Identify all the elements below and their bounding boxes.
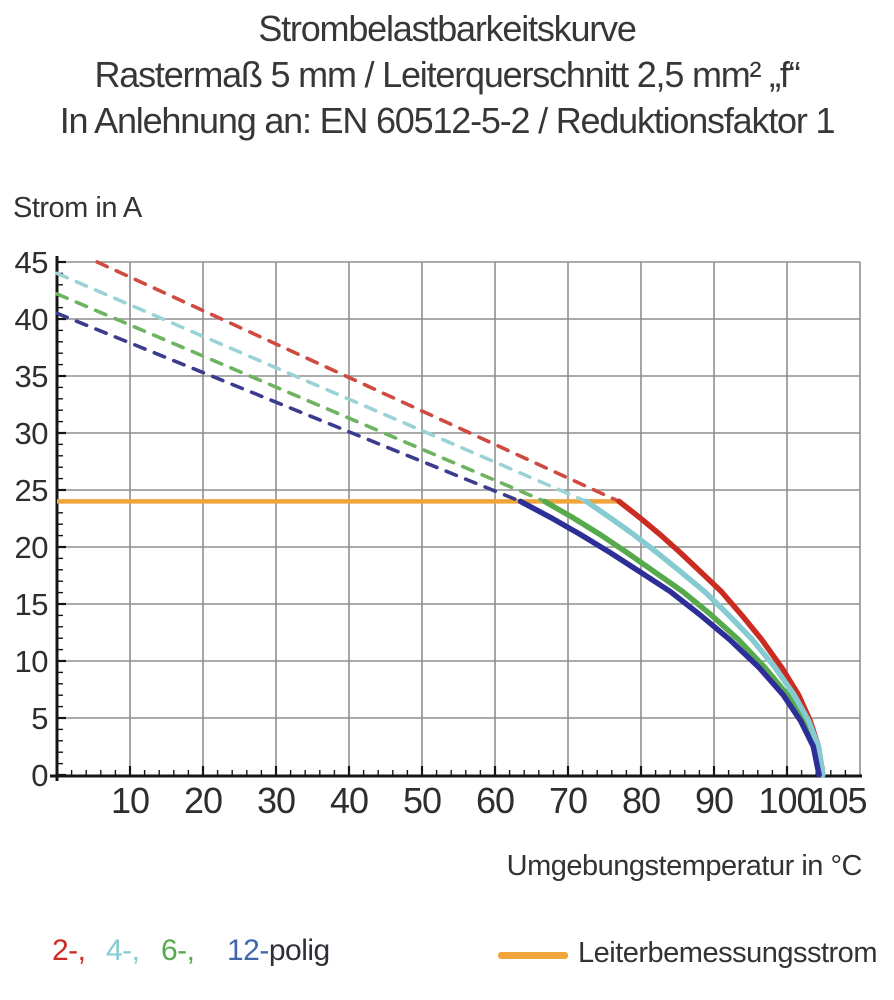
x-tick-label: 105 — [809, 780, 866, 821]
dashed-curve-12-polig — [55, 311, 523, 504]
y-tick-label: 25 — [15, 473, 48, 508]
legend-item-6polig: 6-, — [161, 934, 195, 967]
y-tick-label: 0 — [31, 758, 48, 793]
legend-pole-suffix: polig — [268, 934, 330, 967]
x-tick-label: 80 — [622, 780, 660, 821]
legend-item-12polig: 12-polig — [227, 934, 330, 968]
dashed-curve-6-polig — [55, 292, 547, 504]
legend-poles: 2-, 4-, 6-, 12-polig — [0, 934, 894, 980]
x-tick-label: 40 — [330, 780, 368, 821]
dashed-curve-4-polig — [55, 271, 589, 504]
chart-title-line3: In Anlehnung an: EN 60512-5-2 / Reduktio… — [59, 100, 836, 141]
chart-title-block: Strombelastbarkeitskurve Rastermaß 5 mm … — [0, 6, 894, 144]
solid-curve-12-polig — [517, 498, 822, 778]
x-axis-title: Umgebungstemperatur in °C — [506, 850, 863, 882]
x-tick-label: 100 — [758, 780, 815, 821]
dashed-curve-2-polig — [95, 260, 621, 504]
legend-item-2polig: 2-, — [52, 934, 86, 967]
chart-title-line2: Rastermaß 5 mm / Leiterquerschnitt 2,5 m… — [94, 54, 801, 95]
x-tick-label: 20 — [184, 780, 222, 821]
chart-title-line1: Strombelastbarkeitskurve — [258, 8, 637, 49]
reference-line-swatch — [498, 952, 568, 959]
x-tick-label: 60 — [476, 780, 514, 821]
y-tick-label: 15 — [15, 587, 48, 622]
solid-curve-2-polig — [616, 498, 826, 778]
y-tick-label: 20 — [15, 530, 49, 565]
x-tick-label: 10 — [111, 780, 149, 821]
x-tick-label: 50 — [403, 780, 441, 821]
x-tick-label: 70 — [549, 780, 587, 821]
x-tick-label: 30 — [257, 780, 295, 821]
y-tick-label: 5 — [31, 701, 48, 736]
y-tick-label: 45 — [15, 245, 48, 280]
y-tick-label: 35 — [15, 359, 48, 394]
y-tick-label: 40 — [15, 302, 49, 337]
y-axis-title: Strom in A — [13, 192, 142, 224]
legend-item-4polig: 4-, — [106, 934, 140, 967]
x-tick-label: 90 — [695, 780, 733, 821]
legend-item-12polig-number: 12- — [227, 934, 269, 967]
reference-line-label: Leiterbemessungsstrom — [578, 937, 877, 969]
solid-curve-4-polig — [583, 498, 826, 778]
y-tick-label: 10 — [15, 644, 49, 679]
y-tick-label: 30 — [15, 416, 49, 451]
solid-curve-6-polig — [541, 498, 824, 778]
